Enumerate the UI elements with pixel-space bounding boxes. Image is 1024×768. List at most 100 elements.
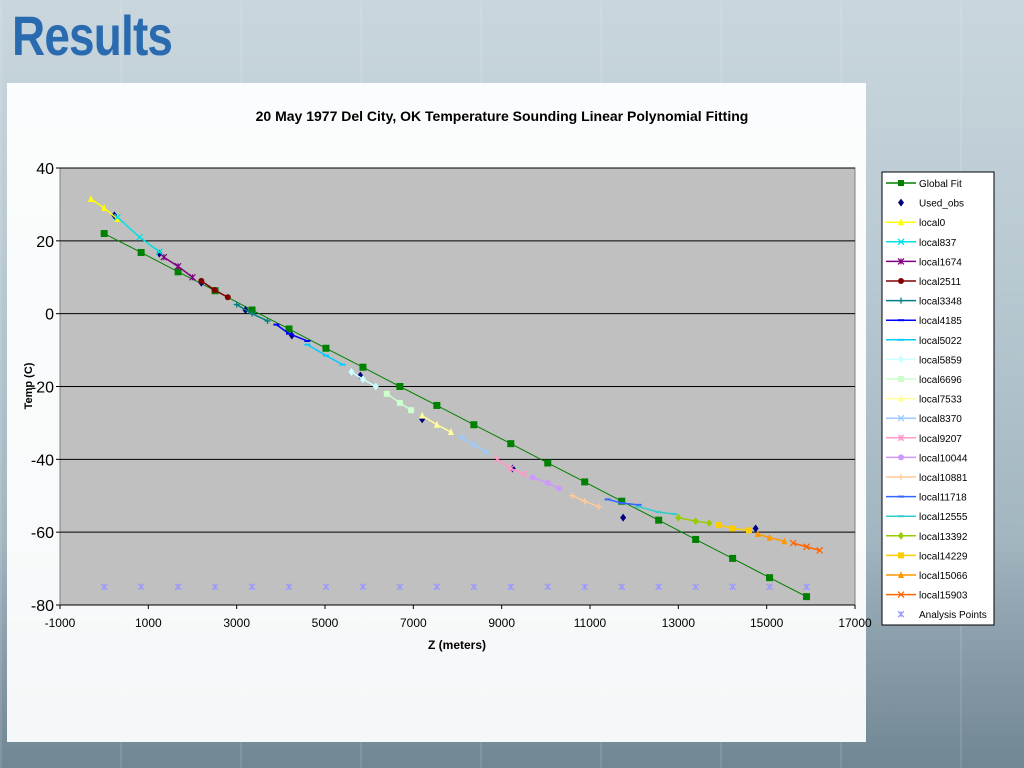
legend-marker: [898, 297, 904, 304]
y-tick-label: -20: [31, 380, 54, 397]
data-point: [604, 498, 611, 501]
legend-marker: [898, 355, 904, 364]
data-point: [470, 583, 478, 591]
data-point: [635, 503, 642, 506]
series-local14229: [715, 521, 752, 534]
data-point: [433, 583, 441, 591]
legend-item: Analysis Points: [897, 610, 987, 621]
legend-item: local10044: [886, 453, 968, 464]
legend-marker: [898, 376, 904, 382]
legend-item: local9207: [886, 434, 962, 445]
data-point: [458, 434, 466, 441]
legend-marker: [897, 238, 905, 246]
data-point: [595, 503, 602, 510]
gridlines: [60, 167, 855, 606]
series-local10044: [529, 474, 563, 492]
legend-label: local8370: [919, 414, 962, 425]
legend-marker: [898, 495, 904, 498]
data-point: [359, 363, 367, 371]
data-point: [581, 583, 589, 591]
data-point: [304, 339, 311, 342]
legend-item: local8370: [886, 414, 962, 425]
data-point: [359, 375, 366, 384]
data-point: [692, 535, 700, 543]
slide-title: Results: [12, 4, 173, 67]
legend-marker: [898, 218, 904, 226]
y-tick-label: 40: [36, 161, 54, 178]
y-tick-label: -60: [31, 525, 54, 542]
x-tick-label: 13000: [662, 616, 696, 630]
data-point: [655, 516, 663, 524]
data-point: [348, 367, 355, 376]
data-point: [174, 268, 182, 276]
series-local15066: [754, 529, 788, 545]
data-point: [233, 301, 240, 308]
data-point: [286, 332, 293, 335]
legend-label: local10881: [919, 473, 968, 484]
legend-item: local14229: [886, 551, 968, 562]
legend-label: local14229: [919, 551, 968, 562]
data-point: [322, 354, 329, 357]
series-analysis-points: [100, 583, 810, 591]
legend-marker: [898, 198, 904, 207]
data-point: [211, 286, 218, 293]
legend-marker: [898, 338, 904, 341]
data-point: [493, 455, 501, 463]
data-point: [249, 310, 256, 317]
legend-label: local6696: [919, 375, 962, 386]
data-point: [803, 583, 810, 591]
data-point: [322, 344, 330, 352]
legend-marker: [898, 474, 904, 480]
data-point: [618, 502, 625, 505]
data-point: [482, 448, 490, 456]
legend-marker: [898, 571, 904, 578]
data-point: [675, 513, 682, 522]
series-local5022: [304, 343, 346, 366]
legend-marker: [898, 552, 904, 559]
data-point: [447, 428, 454, 436]
data-point: [285, 583, 293, 591]
legend-item: Global Fit: [886, 179, 962, 190]
data-point: [706, 519, 713, 528]
series-local10881: [569, 492, 602, 510]
legend-label: local3348: [919, 297, 962, 308]
x-tick-label: 9000: [488, 616, 515, 630]
x-tick-label: 3000: [223, 616, 250, 630]
legend-label: local10044: [919, 453, 968, 464]
data-point: [655, 583, 663, 591]
series-local15903: [789, 539, 824, 554]
series-local6696: [383, 390, 415, 414]
data-point: [746, 527, 752, 534]
data-point: [529, 474, 536, 481]
legend-label: Analysis Points: [919, 610, 987, 621]
data-point: [304, 343, 311, 346]
x-tick-label: 15000: [750, 616, 784, 630]
data-point: [339, 363, 346, 366]
data-point: [581, 478, 589, 486]
data-point: [211, 583, 219, 591]
data-point: [752, 524, 759, 533]
x-tick-label: -1000: [45, 616, 76, 630]
legend-label: local2511: [919, 277, 962, 288]
data-point: [100, 230, 108, 238]
data-point: [419, 411, 426, 419]
data-point: [264, 317, 271, 324]
legend-item: local1674: [886, 257, 962, 268]
legend-item: local4185: [886, 316, 962, 327]
legend-marker: [897, 610, 905, 618]
data-point: [766, 583, 774, 591]
data-point: [273, 323, 280, 326]
data-point: [789, 539, 797, 547]
series-local837: [113, 213, 163, 256]
legend-label: local7533: [919, 395, 962, 406]
axes: 40 20 0 -20 -40 -60 -80-1000 1000 3000 5000 7000 90…: [31, 161, 872, 630]
legend-item: local15066: [886, 571, 968, 582]
data-point: [581, 498, 588, 505]
data-point: [470, 421, 478, 429]
data-point: [754, 529, 761, 537]
data-point: [692, 583, 700, 591]
legend-marker: [898, 278, 904, 284]
series-local5859: [348, 367, 379, 391]
data-point: [715, 521, 722, 528]
